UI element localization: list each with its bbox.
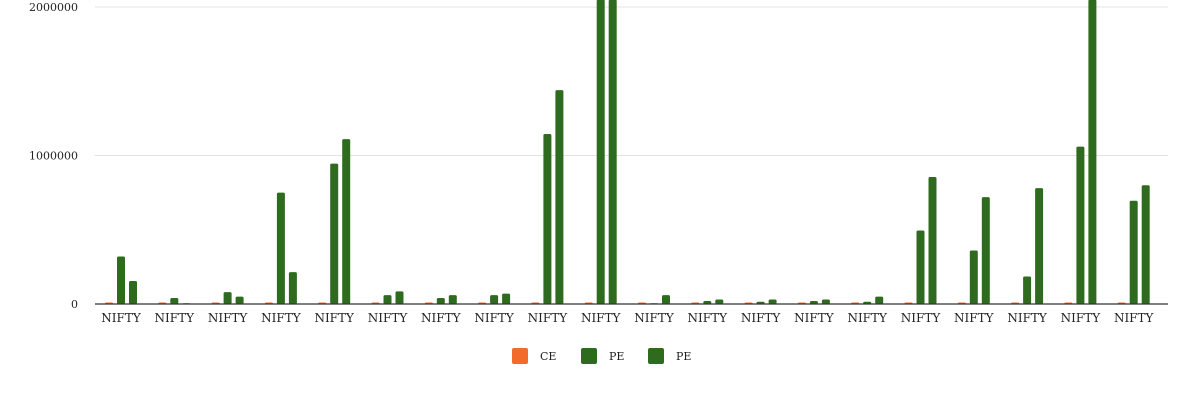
bar-pe-4 bbox=[288, 272, 297, 304]
bar-pe-5 bbox=[342, 139, 351, 304]
x-tick-label: NIFTY bbox=[794, 311, 835, 325]
x-tick-label: NIFTY bbox=[261, 311, 302, 325]
x-tick-label: NIFTY bbox=[1007, 311, 1048, 325]
x-tick-label: NIFTY bbox=[847, 311, 888, 325]
bar-pe-19 bbox=[1076, 146, 1085, 304]
legend: CE PE PE bbox=[512, 348, 691, 364]
x-tick-label: NIFTY bbox=[368, 311, 409, 325]
bar-pe-1 bbox=[117, 256, 125, 304]
legend-swatch bbox=[648, 348, 664, 364]
x-tick-label: NIFTY bbox=[528, 311, 569, 325]
x-tick-label: NIFTY bbox=[101, 311, 142, 325]
bar-pe-17 bbox=[969, 250, 978, 304]
x-tick-label: NIFTY bbox=[314, 311, 355, 325]
x-tick-label: NIFTY bbox=[634, 311, 675, 325]
bar-pe-20 bbox=[1129, 200, 1138, 304]
x-tick-label: NIFTY bbox=[474, 311, 515, 325]
bar-pe-14 bbox=[809, 301, 818, 304]
bar-pe-1 bbox=[129, 280, 137, 304]
bar-pe-13 bbox=[768, 299, 777, 304]
bar-pe-12 bbox=[715, 299, 724, 304]
bar-pe-6 bbox=[395, 291, 404, 304]
x-tick-label: NIFTY bbox=[901, 311, 942, 325]
bar-pe-16 bbox=[928, 177, 937, 304]
grid-lines bbox=[95, 6, 1168, 156]
y-tick-label: 0 bbox=[71, 298, 78, 311]
y-tick-label: 1000000 bbox=[29, 150, 78, 163]
bar-pe-19 bbox=[1088, 0, 1097, 304]
plot-area bbox=[105, 0, 1150, 304]
y-axis-ticks: 0 1000000 2000000 bbox=[29, 1, 78, 311]
legend-label: PE bbox=[676, 350, 691, 363]
bar-pe-15 bbox=[875, 296, 884, 304]
x-tick-label: NIFTY bbox=[688, 311, 729, 325]
y-tick-label: 2000000 bbox=[29, 1, 78, 14]
x-tick-label: NIFTY bbox=[155, 311, 196, 325]
x-tick-label: NIFTY bbox=[954, 311, 995, 325]
x-tick-label: NIFTY bbox=[208, 311, 249, 325]
bar-pe-14 bbox=[821, 299, 830, 304]
legend-label: PE bbox=[609, 350, 624, 363]
x-axis-ticks: NIFTY NIFTY NIFTY NIFTY NIFTY NIFTY NIFTY NIFTY… bbox=[101, 311, 1154, 325]
bar-pe-2 bbox=[170, 298, 179, 304]
bar-pe-7 bbox=[436, 298, 445, 304]
x-tick-label: NIFTY bbox=[581, 311, 622, 325]
bar-pe-20 bbox=[1141, 185, 1150, 304]
x-tick-label: NIFTY bbox=[741, 311, 782, 325]
bar-pe-18 bbox=[1035, 188, 1044, 304]
bar-pe-8 bbox=[502, 293, 511, 304]
x-tick-label: NIFTY bbox=[1114, 311, 1155, 325]
bar-pe-3 bbox=[235, 296, 244, 304]
legend-swatch bbox=[581, 348, 597, 364]
bar-pe-11 bbox=[662, 295, 670, 304]
legend-label: CE bbox=[540, 350, 556, 363]
bar-pe-5 bbox=[330, 163, 339, 304]
bar-pe-8 bbox=[490, 295, 499, 304]
bar-pe-10 bbox=[608, 0, 617, 304]
bar-pe-10 bbox=[596, 0, 605, 304]
bar-pe-3 bbox=[223, 292, 232, 304]
x-tick-label: NIFTY bbox=[421, 311, 462, 325]
bar-pe-7 bbox=[448, 295, 457, 304]
bar-pe-9 bbox=[543, 133, 552, 304]
bar-pe-16 bbox=[916, 230, 925, 304]
bar-pe-9 bbox=[555, 90, 564, 304]
bar-pe-4 bbox=[276, 192, 285, 304]
bar-pe-6 bbox=[383, 295, 392, 304]
bar-pe-17 bbox=[981, 197, 990, 304]
legend-swatch bbox=[512, 348, 528, 364]
bar-pe-12 bbox=[703, 301, 712, 304]
bar-pe-18 bbox=[1023, 276, 1032, 304]
x-tick-label: NIFTY bbox=[1061, 311, 1102, 325]
